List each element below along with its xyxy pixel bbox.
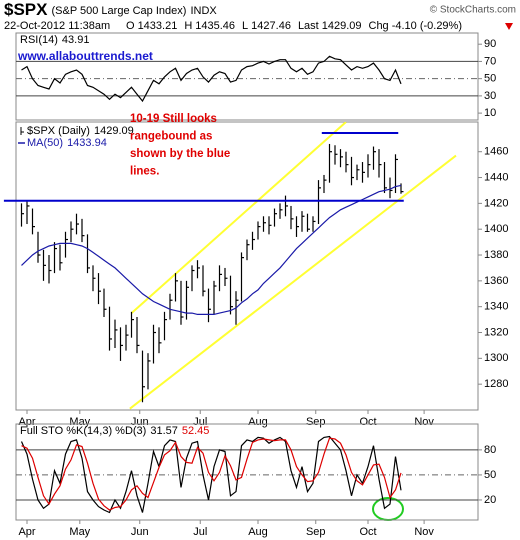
x-tick-label: Apr — [18, 526, 35, 538]
quote-label: Chg — [369, 20, 389, 32]
date: 22-Oct-2012 11:38am — [4, 20, 110, 32]
y-tick-label: 20 — [484, 494, 496, 506]
annotation: 10-19 Still looks — [130, 113, 217, 125]
panel-legend: RSI(14) 43.91 — [20, 34, 89, 46]
legend-name: MA(50) — [27, 137, 63, 149]
y-tick-label: 70 — [484, 55, 496, 67]
x-tick-label: Apr — [18, 416, 35, 428]
y-tick-label: 1460 — [484, 146, 508, 158]
y-tick-label: 1300 — [484, 352, 508, 364]
trendline — [129, 154, 457, 410]
y-tick-label: 50 — [484, 469, 496, 481]
legend-value: 43.91 — [62, 34, 90, 46]
x-tick-label: Jul — [193, 416, 207, 428]
quote-value: -4.10 (-0.29%) — [392, 20, 462, 32]
header-title: $SPX (S&P 500 Large Cap Index) INDX — [4, 0, 217, 19]
x-tick-label: Aug — [248, 526, 268, 538]
x-tick-label: May — [69, 526, 90, 538]
legend-value: 1433.94 — [67, 137, 107, 149]
panel-frame — [15, 32, 479, 121]
quote-value: 1429.09 — [322, 20, 362, 32]
website: www.allabouttrends.net — [17, 49, 153, 63]
exchange: INDX — [190, 5, 217, 17]
indicator-line — [21, 55, 402, 103]
x-tick-label: Oct — [359, 416, 376, 428]
legend-label: Full STO %K(14,3) %D(3) — [20, 425, 146, 437]
y-tick-label: 80 — [484, 444, 496, 456]
legend-label: RSI(14) — [20, 34, 58, 46]
panel-frame — [15, 121, 479, 411]
indicator-line — [20, 435, 402, 514]
y-tick-label: 1340 — [484, 301, 508, 313]
plot-area — [21, 55, 402, 103]
quote-label: Last — [298, 20, 319, 32]
plot-area — [20, 435, 402, 514]
y-tick-label: 1400 — [484, 223, 508, 235]
legend-name: $SPX (Daily) — [27, 125, 90, 137]
panel-frame — [15, 423, 479, 521]
y-tick-label: 90 — [484, 38, 496, 50]
quote-label: H — [184, 20, 192, 32]
quote-value: 1435.46 — [195, 20, 235, 32]
x-tick-label: Sep — [306, 416, 326, 428]
x-tick-label: Jun — [131, 416, 149, 428]
down-arrow — [505, 23, 513, 30]
indicator-line — [21, 437, 402, 511]
legend-value: 1429.09 — [94, 125, 134, 137]
quote-value: 1427.46 — [251, 20, 291, 32]
y-tick-label: 1280 — [484, 378, 508, 390]
highlight-circle — [372, 497, 404, 521]
quote: O 1433.21 H 1435.46 L 1427.46 Last 1429.09 Chg -4… — [126, 20, 462, 32]
x-tick-label: Nov — [414, 526, 434, 538]
panel-legend: Full STO %K(14,3) %D(3) 31.57 52.45 — [20, 425, 209, 437]
symbol: $SPX — [4, 0, 48, 19]
annotation: lines. — [130, 166, 159, 178]
y-tick-label: 1360 — [484, 275, 508, 287]
y-tick-label: 50 — [484, 73, 496, 85]
index-name: (S&P 500 Large Cap Index) — [51, 5, 186, 17]
y-tick-label: 30 — [484, 90, 496, 102]
legend-icon — [20, 127, 24, 135]
moving-average — [21, 184, 402, 315]
y-tick-label: 1440 — [484, 171, 508, 183]
x-tick-label: May — [69, 416, 90, 428]
x-tick-label: Nov — [414, 416, 434, 428]
trendline — [130, 122, 347, 314]
source: © StockCharts.com — [430, 5, 516, 16]
plot-area — [20, 122, 457, 410]
annotation: shown by the blue — [130, 148, 230, 160]
x-tick-label: Oct — [359, 526, 376, 538]
legend-value: 52.45 — [182, 425, 210, 437]
quote-label: O — [126, 20, 135, 32]
x-tick-label: Jun — [131, 526, 149, 538]
annotation: rangebound as — [130, 131, 212, 143]
y-tick-label: 1320 — [484, 326, 508, 338]
x-tick-label: Aug — [248, 416, 268, 428]
legend-value: 31.57 — [150, 425, 178, 437]
x-tick-label: Jul — [193, 526, 207, 538]
y-tick-label: 1380 — [484, 249, 508, 261]
legend-entry: $SPX (Daily) 1429.09 — [27, 125, 134, 137]
quote-label: L — [242, 20, 248, 32]
y-tick-label: 1420 — [484, 197, 508, 209]
legend-entry: MA(50) 1433.94 — [27, 137, 107, 149]
x-tick-label: Sep — [306, 526, 326, 538]
quote-value: 1433.21 — [138, 20, 178, 32]
y-tick-label: 10 — [484, 107, 496, 119]
